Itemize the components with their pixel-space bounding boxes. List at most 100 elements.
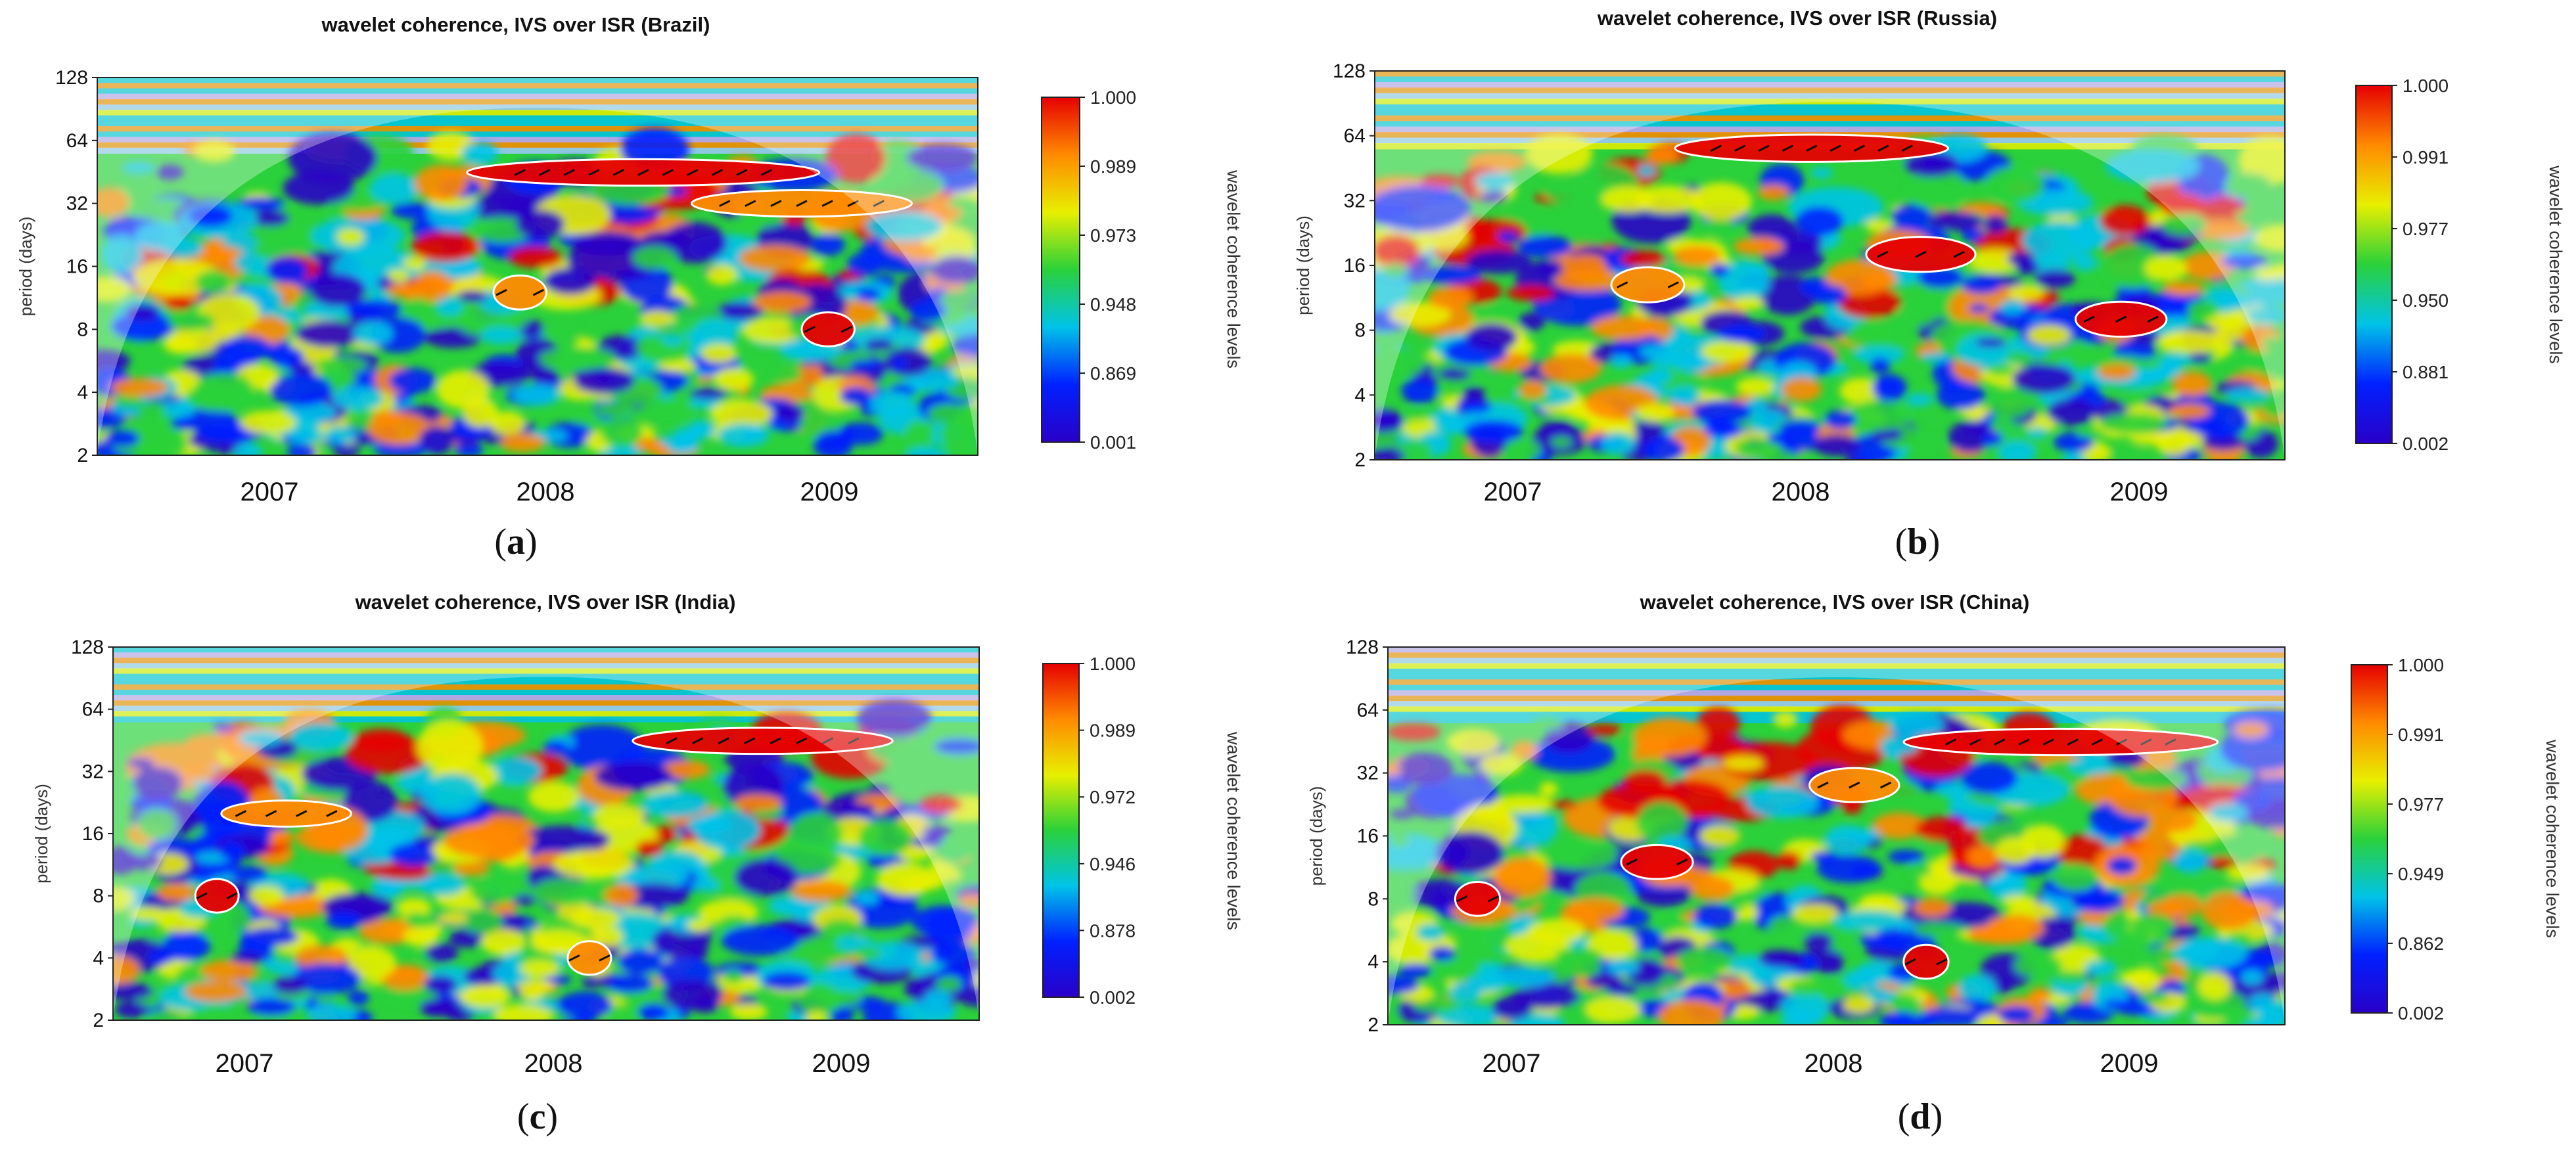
coherence-cell [752, 291, 812, 313]
coherence-cell [499, 434, 545, 453]
caption-letter: c [530, 1096, 546, 1137]
coherence-cell [182, 762, 214, 782]
coherence-cell [935, 841, 972, 864]
coherence-cell [1849, 828, 1880, 842]
phase-arrow [532, 288, 545, 296]
coherence-cell [1590, 315, 1657, 340]
coherence-cell [689, 388, 728, 399]
caption-letter: b [1907, 522, 1927, 562]
coherence-cell [266, 257, 308, 284]
coherence-cell [306, 1004, 357, 1020]
long-period-stripe [97, 99, 978, 106]
phase-arrow [1904, 958, 1916, 966]
coherence-cell [404, 915, 440, 928]
long-period-stripe [97, 147, 978, 154]
coherence-cell [634, 437, 663, 452]
colorbar [2351, 664, 2388, 1014]
colorbar-tick-label: 0.989 [1090, 156, 1136, 177]
ytick-label: 64 [1344, 125, 1366, 147]
colorbar-tick-label: 0.950 [2403, 290, 2449, 311]
panel-caption: (d) [1898, 1096, 1943, 1137]
coherence-cell [2232, 790, 2272, 813]
coherence-cell [1936, 381, 1985, 410]
coherence-cells [113, 699, 979, 1020]
coherence-cell [1987, 364, 2015, 376]
coherence-cell [1550, 800, 1577, 809]
coherence-cell [449, 929, 484, 948]
coherence-cell [1438, 797, 1472, 816]
ytick-label: 32 [66, 193, 88, 215]
phase-arrow [1879, 781, 1892, 789]
coherence-cell [2187, 300, 2219, 320]
coherence-cell [1446, 729, 1500, 755]
coherence-cell [387, 269, 409, 282]
coherence-cell [1650, 354, 1686, 369]
coherence-cell [539, 347, 617, 370]
coherence-cell [1914, 922, 1965, 937]
coherence-cell [200, 960, 258, 982]
significant-region [1903, 945, 1949, 979]
coherence-cell [1633, 185, 1702, 213]
coherence-cell [1817, 854, 1882, 884]
coherence-cell [904, 420, 935, 446]
long-period-stripe [1388, 690, 2285, 696]
coherence-cell [1389, 302, 1451, 327]
coherence-cell [936, 976, 963, 991]
coherence-cell [693, 809, 761, 850]
long-period-stripe [113, 706, 979, 712]
coherence-cell [347, 990, 369, 1006]
phase-arrow [848, 737, 860, 745]
coherence-cell [2097, 363, 2136, 380]
coherence-cell [2253, 224, 2285, 252]
coherence-cell [1396, 440, 1433, 459]
panel-caption: (a) [494, 522, 537, 562]
coherence-cell [2073, 254, 2098, 271]
coherence-cell [1824, 410, 1856, 430]
coherence-cell [1435, 831, 1505, 875]
phase-arrow [770, 200, 782, 208]
long-period-stripe [113, 647, 979, 654]
coherence-cell [850, 359, 883, 370]
coherence-cell [1518, 312, 1546, 331]
coherence-cell [288, 427, 324, 445]
coherence-cell [1389, 809, 1415, 819]
coherence-cell [2128, 968, 2160, 993]
coherence-cell [721, 924, 800, 956]
coherence-cell [2130, 358, 2163, 370]
coherence-cell [2169, 403, 2211, 419]
coherence-cell [146, 1009, 182, 1020]
coherence-cell [2047, 398, 2096, 426]
coherence-cell [1918, 1007, 1985, 1025]
phase-arrow [1806, 145, 1818, 152]
colorbar-tick-label: 0.002 [1090, 987, 1136, 1008]
coherence-cell [2052, 971, 2090, 984]
coherence-cell [1766, 433, 1796, 444]
coherence-cell [1988, 872, 2027, 901]
long-period-stripe [1388, 674, 2285, 681]
coherence-cell [2234, 722, 2268, 738]
coherence-cell [1985, 914, 2045, 942]
coherence-cell [1885, 1011, 1917, 1025]
coherence-cell [569, 908, 621, 929]
coherence-cell [1493, 857, 1552, 897]
coherence-cell [97, 187, 129, 217]
coherence-cell [519, 960, 561, 978]
coherence-cell [1795, 206, 1844, 236]
coherence-cell [390, 202, 435, 219]
significance-contour [220, 799, 352, 828]
phase-arrow [804, 325, 816, 333]
long-period-stripe [113, 695, 979, 702]
coherence-cell [715, 302, 764, 321]
coherence-cell [269, 346, 304, 367]
coherence-cell [1676, 947, 1734, 974]
coherence-cell [2172, 371, 2213, 397]
coherence-cell [692, 319, 738, 352]
coherence-cell [1968, 248, 2023, 274]
colorbar-tick-label: 0.949 [2398, 864, 2444, 884]
phase-arrow [1994, 738, 2006, 746]
significance-contour [1610, 266, 1686, 303]
coherence-cell [956, 985, 979, 1007]
coherence-cell [651, 924, 710, 959]
coherence-cell [325, 911, 362, 930]
coherence-cell [2225, 172, 2272, 198]
